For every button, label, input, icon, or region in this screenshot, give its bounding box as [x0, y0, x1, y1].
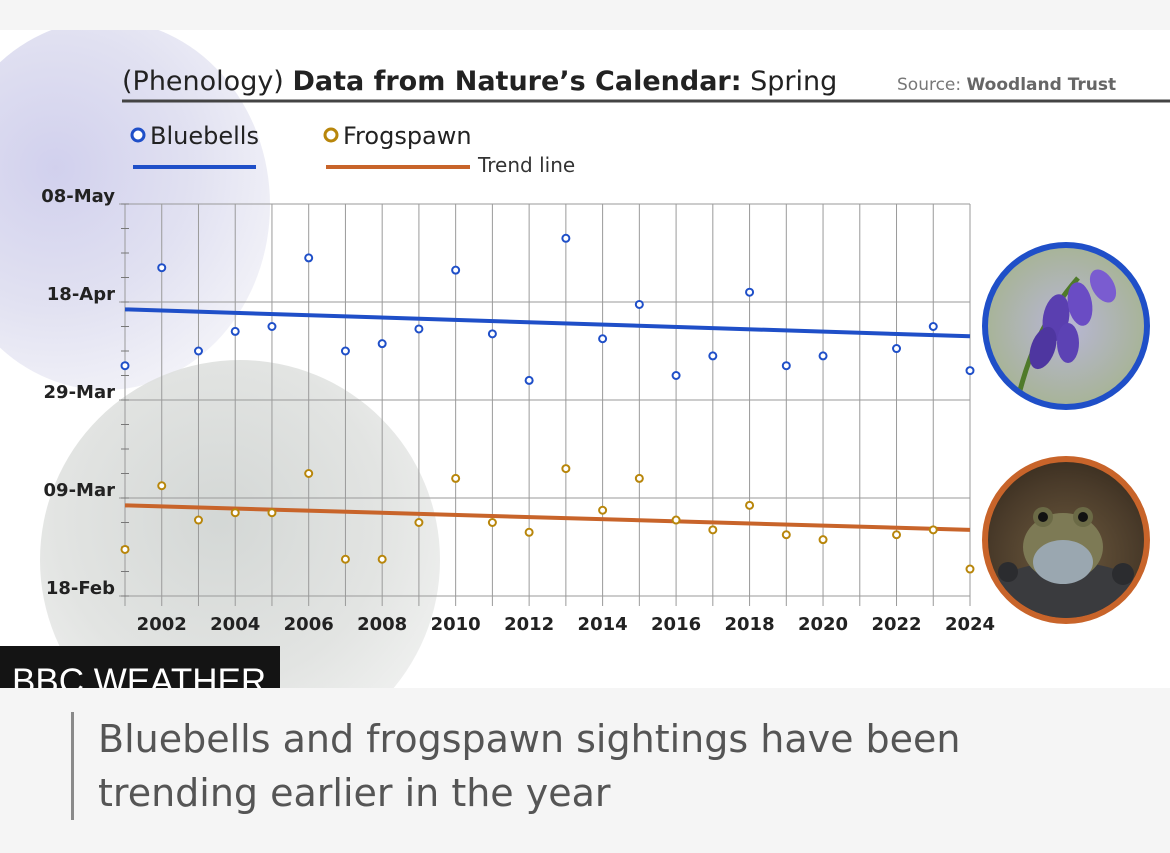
frogspawn-point [561, 464, 571, 474]
frogspawn-point [928, 525, 938, 535]
x-tick-label: 2016 [651, 614, 701, 635]
bluebells-point [487, 329, 497, 339]
bluebells-point [818, 351, 828, 361]
chart-title-suffix: Spring [750, 66, 837, 97]
frog-background-image [40, 360, 440, 688]
bluebells-point [230, 326, 240, 336]
x-tick-label: 2018 [725, 614, 775, 635]
bluebell-illustration [1015, 269, 1117, 399]
y-tick-label: 09-Mar [44, 480, 116, 501]
frogspawn-point [451, 473, 461, 483]
x-tick-label: 2024 [945, 614, 995, 635]
bluebells-point [965, 366, 975, 376]
frogspawn-point [340, 554, 350, 564]
frogspawn-point [965, 564, 975, 574]
frogspawn-point [377, 554, 387, 564]
bluebells-point [193, 346, 203, 356]
chart-title: (Phenology) Data from Nature’s Calendar:… [122, 66, 837, 97]
frogspawn-point [671, 515, 681, 525]
frogspawn-point [267, 508, 277, 518]
legend-frogspawn-marker [323, 127, 339, 143]
bluebells-point [781, 361, 791, 371]
trend-lines [124, 307, 971, 532]
frogspawn-point [745, 500, 755, 510]
x-tick-label: 2006 [284, 614, 334, 635]
bluebells-point [451, 265, 461, 275]
bluebells-point [892, 344, 902, 354]
bbc-weather-badge: BBC WEATHER [0, 646, 280, 688]
top-band [0, 0, 1170, 30]
frogspawn-point [414, 518, 424, 527]
x-tick-label: 2020 [798, 614, 848, 635]
frog-photo-icon [982, 456, 1150, 624]
legend-frogspawn-label: Frogspawn [343, 122, 472, 150]
source-label: Source: [897, 75, 961, 95]
bluebells-point [745, 287, 755, 297]
bluebells-point [120, 361, 130, 371]
bluebells-point [267, 322, 277, 331]
x-tick-label: 2002 [137, 614, 187, 635]
frogspawn-point [524, 527, 534, 537]
x-tick-label: 2012 [504, 614, 554, 635]
x-tick-label: 2008 [357, 614, 407, 635]
grid [119, 203, 971, 606]
bluebells-point [598, 334, 608, 344]
bluebells-point [634, 299, 644, 309]
legend-bluebells-marker [130, 127, 146, 143]
frogspawn-point [892, 530, 902, 540]
legend-trend-label: Trend line [477, 153, 575, 177]
bluebells-trend-line [124, 307, 971, 339]
frogspawn-point [598, 505, 608, 515]
image-caption: Bluebells and frogspawn sightings have b… [98, 717, 961, 815]
caption-accent-bar [71, 712, 74, 820]
frogspawn-point [120, 544, 130, 554]
bluebells-point [671, 371, 681, 380]
bluebell-photo-icon [982, 242, 1150, 410]
y-tick-label: 29-Mar [44, 382, 116, 403]
frogspawn-point [634, 473, 644, 483]
frogspawn-point [193, 515, 203, 525]
x-tick-label: 2014 [578, 614, 628, 635]
frogspawn-trend-line [124, 503, 971, 532]
caption-area: Bluebells and frogspawn sightings have b… [0, 688, 1170, 853]
frog-illustration [991, 507, 1141, 618]
legend-bluebells-label: Bluebells [150, 122, 259, 150]
frogspawn-point [157, 481, 167, 491]
frogspawn-point [818, 535, 828, 545]
x-tick-label: 2010 [431, 614, 481, 635]
x-tick-label: 2004 [210, 614, 260, 635]
y-axis-ticks: 08-May 18-Apr 29-Mar 09-Mar 18-Feb [41, 186, 115, 599]
frogspawn-point [487, 518, 497, 527]
frogspawn-point [781, 530, 791, 540]
bluebells-point [304, 253, 314, 263]
bluebells-point [708, 351, 718, 361]
bluebells-point [157, 263, 167, 273]
bluebells-point [377, 339, 387, 349]
chart-title-prefix: (Phenology) [122, 66, 284, 97]
bluebell-background-image [0, 30, 270, 390]
bluebells-point [561, 233, 571, 243]
frogspawn-point [230, 508, 240, 518]
bluebells-point [524, 375, 534, 385]
chart-svg: (Phenology) Data from Nature’s Calendar:… [41, 66, 1170, 635]
chart-figure: (Phenology) Data from Nature’s Calendar:… [0, 30, 1170, 688]
bluebells-point [928, 322, 938, 331]
chart-source: Source: Woodland Trust [897, 75, 1116, 95]
source-name: Woodland Trust [967, 75, 1117, 95]
y-tick-label: 18-Apr [47, 284, 115, 305]
chart-title-bold: Data from Nature’s Calendar: [292, 66, 741, 97]
x-tick-label: 2022 [871, 614, 921, 635]
bluebells-point [340, 346, 350, 356]
data-points [120, 233, 975, 574]
x-axis-ticks: 2002 2004 2006 2008 2010 2012 2014 2016 2018 2020… [137, 614, 995, 635]
y-tick-label: 08-May [41, 186, 115, 207]
frogspawn-point [708, 525, 718, 535]
y-tick-label: 18-Feb [46, 578, 115, 599]
bluebells-point [414, 324, 424, 334]
frogspawn-point [304, 469, 314, 478]
